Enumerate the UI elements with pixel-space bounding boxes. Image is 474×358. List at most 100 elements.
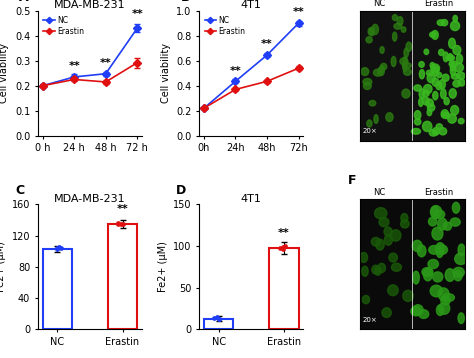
Ellipse shape bbox=[430, 63, 435, 68]
Point bbox=[279, 244, 287, 250]
Title: MDA-MB-231: MDA-MB-231 bbox=[54, 194, 126, 204]
Ellipse shape bbox=[431, 64, 439, 73]
Point bbox=[58, 246, 65, 251]
Text: **: ** bbox=[117, 204, 128, 214]
Ellipse shape bbox=[380, 47, 384, 53]
Erastin bbox=[40, 83, 46, 88]
Ellipse shape bbox=[454, 270, 462, 281]
Ellipse shape bbox=[440, 89, 446, 99]
Erastin bbox=[201, 106, 207, 110]
Ellipse shape bbox=[422, 121, 432, 131]
Ellipse shape bbox=[419, 69, 425, 79]
Ellipse shape bbox=[437, 72, 442, 78]
Ellipse shape bbox=[363, 78, 372, 85]
Ellipse shape bbox=[458, 79, 465, 86]
Ellipse shape bbox=[391, 57, 396, 67]
Ellipse shape bbox=[428, 260, 438, 268]
Ellipse shape bbox=[442, 74, 449, 81]
Ellipse shape bbox=[458, 118, 464, 124]
Ellipse shape bbox=[450, 62, 456, 71]
Ellipse shape bbox=[411, 306, 421, 316]
Point bbox=[114, 221, 121, 226]
Title: 4T1: 4T1 bbox=[241, 0, 262, 10]
Ellipse shape bbox=[456, 54, 463, 64]
Title: MDA-MB-231: MDA-MB-231 bbox=[54, 0, 126, 10]
Ellipse shape bbox=[443, 52, 448, 62]
Point bbox=[53, 246, 61, 252]
Ellipse shape bbox=[402, 63, 411, 69]
Ellipse shape bbox=[434, 210, 445, 219]
Text: NC: NC bbox=[373, 188, 385, 197]
Ellipse shape bbox=[401, 27, 406, 32]
Line: Erastin: Erastin bbox=[40, 60, 140, 88]
Text: B: B bbox=[181, 0, 190, 4]
Ellipse shape bbox=[367, 120, 372, 127]
Ellipse shape bbox=[372, 265, 379, 274]
Ellipse shape bbox=[424, 84, 432, 93]
Legend: NC, Erastin: NC, Erastin bbox=[42, 15, 85, 37]
Text: **: ** bbox=[292, 7, 304, 17]
Ellipse shape bbox=[453, 45, 461, 55]
Ellipse shape bbox=[433, 91, 438, 100]
Ellipse shape bbox=[419, 89, 424, 98]
Ellipse shape bbox=[361, 68, 369, 76]
Ellipse shape bbox=[392, 15, 397, 20]
Ellipse shape bbox=[422, 97, 429, 105]
Line: NC: NC bbox=[201, 20, 301, 111]
Ellipse shape bbox=[370, 27, 374, 36]
Text: D: D bbox=[176, 184, 187, 197]
Line: Erastin: Erastin bbox=[201, 66, 301, 111]
Ellipse shape bbox=[439, 303, 450, 314]
Text: **: ** bbox=[229, 66, 241, 76]
Ellipse shape bbox=[379, 218, 389, 227]
Point bbox=[210, 315, 218, 321]
Bar bbox=[204, 319, 233, 329]
Bar bbox=[108, 224, 137, 329]
Bar bbox=[43, 249, 72, 329]
Ellipse shape bbox=[378, 67, 384, 76]
Text: **: ** bbox=[261, 39, 273, 49]
Ellipse shape bbox=[413, 271, 419, 284]
Ellipse shape bbox=[411, 129, 420, 134]
Ellipse shape bbox=[394, 23, 402, 29]
Ellipse shape bbox=[381, 63, 387, 70]
Ellipse shape bbox=[428, 246, 440, 254]
Bar bbox=[269, 248, 299, 329]
Ellipse shape bbox=[369, 101, 376, 106]
Ellipse shape bbox=[458, 313, 465, 324]
Ellipse shape bbox=[389, 253, 397, 262]
Ellipse shape bbox=[397, 16, 403, 25]
Ellipse shape bbox=[438, 49, 444, 55]
Text: Erastin: Erastin bbox=[424, 188, 453, 197]
Ellipse shape bbox=[414, 118, 421, 125]
Ellipse shape bbox=[366, 37, 372, 43]
Point bbox=[53, 246, 61, 251]
Ellipse shape bbox=[402, 89, 410, 98]
Ellipse shape bbox=[374, 69, 382, 76]
Ellipse shape bbox=[364, 82, 371, 90]
Y-axis label: Cell viability: Cell viability bbox=[161, 43, 171, 103]
Y-axis label: Cell viability: Cell viability bbox=[0, 43, 9, 103]
Ellipse shape bbox=[368, 28, 373, 35]
Ellipse shape bbox=[432, 227, 443, 240]
Ellipse shape bbox=[428, 104, 435, 111]
Ellipse shape bbox=[403, 56, 407, 66]
Ellipse shape bbox=[360, 252, 368, 262]
Ellipse shape bbox=[391, 230, 401, 241]
Ellipse shape bbox=[426, 99, 433, 107]
Ellipse shape bbox=[427, 73, 435, 83]
Ellipse shape bbox=[427, 109, 432, 116]
Ellipse shape bbox=[438, 288, 449, 300]
Ellipse shape bbox=[438, 218, 447, 230]
Ellipse shape bbox=[448, 38, 456, 48]
Ellipse shape bbox=[429, 32, 436, 37]
Ellipse shape bbox=[406, 42, 411, 51]
NC bbox=[71, 75, 77, 79]
Ellipse shape bbox=[374, 208, 387, 219]
Ellipse shape bbox=[423, 90, 429, 96]
Point bbox=[114, 222, 122, 227]
Erastin bbox=[296, 66, 301, 71]
Ellipse shape bbox=[444, 97, 449, 105]
NC bbox=[233, 79, 238, 83]
NC bbox=[103, 72, 109, 76]
